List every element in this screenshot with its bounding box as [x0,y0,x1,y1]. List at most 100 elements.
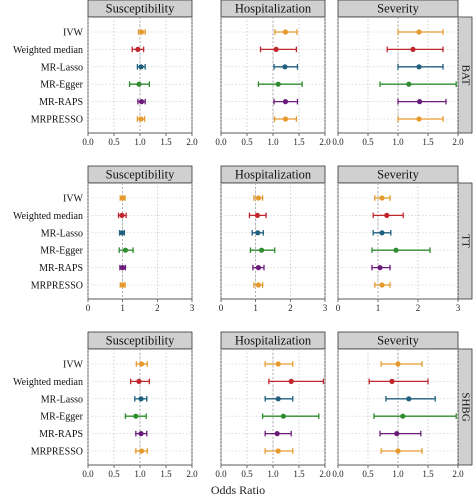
facet-label-tt: TT [459,234,471,248]
point-estimate-mr-lasso [138,64,144,70]
point-estimate-weighted-median [136,378,142,384]
method-label-mr-lasso: MR-Lasso [41,394,83,405]
method-label-ivw: IVW [63,28,84,39]
point-estimate-ivw [282,29,289,35]
x-tick-label: 1.0 [267,137,279,147]
method-label-mrpresso: MRPRESSO [31,115,83,126]
x-tick-label: 1.5 [422,137,434,147]
method-label-mrpresso: MRPRESSO [31,281,83,292]
strip-title-hospitalization: Hospitalization [235,333,312,347]
point-estimate-mr-egger [406,81,412,87]
x-tick-label: 1.5 [293,469,305,479]
x-tick-label: 1 [120,303,125,313]
point-estimate-ivw [379,195,385,201]
point-estimate-mr-egger [400,413,406,419]
x-tick-label: 0.5 [241,137,253,147]
x-tick-label: 0.0 [215,469,227,479]
point-estimate-ivw [138,29,145,35]
method-label-mrpresso: MRPRESSO [31,447,83,458]
point-estimate-weighted-median [135,46,141,53]
x-tick-label: 0.5 [362,137,374,147]
point-estimate-mr-raps [138,431,144,437]
point-estimate-ivw [120,195,126,201]
point-estimate-mr-lasso [282,64,288,70]
x-tick-label: 0 [336,303,341,313]
method-label-mr-egger: MR-Egger [40,80,83,91]
x-tick-label: 0.5 [241,469,253,479]
facet-label-bat: BAT [459,65,471,86]
strip-title-susceptibility: Susceptibility [106,1,176,15]
plot-panel [337,182,459,300]
x-tick-label: 2.0 [452,137,464,147]
point-estimate-mrpresso [138,116,144,122]
x-tick-label: 0.5 [362,469,374,479]
method-label-mr-lasso: MR-Lasso [41,228,83,239]
point-estimate-weighted-median [273,46,279,53]
point-estimate-mr-egger [280,413,286,419]
x-tick-label: 2 [155,303,160,313]
point-estimate-mrpresso [395,448,401,454]
point-estimate-mr-raps [274,431,280,437]
point-estimate-weighted-median [384,212,390,218]
plot-panel [87,182,193,300]
point-estimate-weighted-median [389,378,395,384]
x-tick-label: 3 [323,303,328,313]
x-tick-label: 1.5 [160,469,172,479]
x-tick-label: 0.0 [332,137,344,147]
x-tick-label: 0.5 [108,137,120,147]
method-label-mr-raps: MR-RAPS [39,97,83,108]
x-tick-label: 1.0 [134,469,146,479]
x-tick-label: 0 [86,303,91,313]
point-estimate-mr-raps [138,99,145,105]
x-tick-label: 2.0 [186,137,198,147]
x-tick-label: 2.0 [319,137,331,147]
strip-title-susceptibility: Susceptibility [106,333,176,347]
point-estimate-mr-lasso [138,396,144,402]
point-estimate-mr-raps [377,265,383,271]
point-estimate-mrpresso [416,116,422,122]
method-label-weighted-median: Weighted median [13,211,83,222]
x-tick-label: 0.0 [215,137,227,147]
point-estimate-ivw [138,361,145,367]
point-estimate-mr-lasso [379,230,385,236]
point-estimate-mr-lasso [119,230,125,236]
x-tick-label: 1.5 [422,469,434,479]
x-axis-label: Odds Ratio [211,483,265,497]
method-label-mr-raps: MR-RAPS [39,429,83,440]
point-estimate-mr-raps [417,99,423,105]
method-label-mr-egger: MR-Egger [40,412,83,423]
x-tick-label: 2 [416,303,421,313]
x-tick-label: 1.0 [134,137,146,147]
strip-title-severity: Severity [377,333,419,347]
point-estimate-mr-egger [133,413,139,419]
x-tick-label: 0.5 [108,469,120,479]
point-estimate-ivw [416,29,422,35]
x-tick-label: 2.0 [186,469,198,479]
x-tick-label: 0.0 [82,137,94,147]
strip-title-hospitalization: Hospitalization [235,167,312,181]
strip-title-hospitalization: Hospitalization [235,1,312,15]
point-estimate-mrpresso [138,448,145,454]
facet-label-shbg: SHBG [459,392,471,421]
method-label-mr-egger: MR-Egger [40,246,83,257]
method-label-mr-lasso: MR-Lasso [41,62,83,73]
x-tick-label: 3 [190,303,195,313]
point-estimate-mr-raps [282,99,289,105]
x-tick-label: 3 [456,303,461,313]
point-estimate-mr-egger [122,247,129,253]
point-estimate-mrpresso [120,282,126,288]
x-tick-label: 1.0 [392,137,404,147]
point-estimate-ivw [275,361,281,367]
method-label-weighted-median: Weighted median [13,377,83,388]
strip-title-susceptibility: Susceptibility [106,167,176,181]
point-estimate-mrpresso [275,448,281,454]
point-estimate-mr-egger [275,81,281,87]
point-estimate-mr-lasso [416,64,422,70]
point-estimate-weighted-median [288,378,294,384]
point-estimate-mrpresso [282,116,289,122]
method-label-ivw: IVW [63,194,84,205]
x-tick-label: 0.0 [332,469,344,479]
point-estimate-weighted-median [254,212,260,218]
point-estimate-mr-lasso [255,230,261,236]
